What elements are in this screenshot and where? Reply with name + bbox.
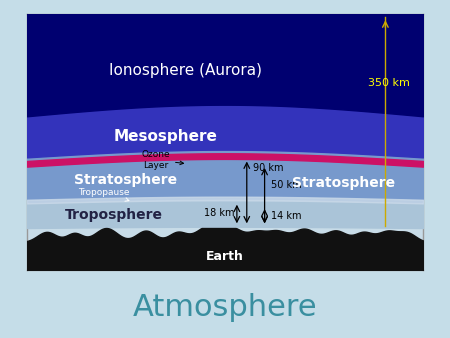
Text: Stratosphere: Stratosphere: [292, 176, 396, 190]
Text: 50 km: 50 km: [270, 180, 301, 190]
Text: Tropopause: Tropopause: [78, 188, 130, 201]
Text: Mesosphere: Mesosphere: [114, 129, 217, 144]
Text: Earth: Earth: [206, 250, 244, 263]
Text: Troposphere: Troposphere: [65, 208, 163, 222]
Text: 18 km: 18 km: [204, 208, 235, 218]
Text: 90 km: 90 km: [253, 163, 283, 172]
Text: Ionosphere (Aurora): Ionosphere (Aurora): [109, 63, 262, 77]
Text: Ozone
Layer: Ozone Layer: [141, 150, 184, 170]
Text: 14 km: 14 km: [270, 211, 301, 221]
Text: Atmosphere: Atmosphere: [133, 293, 317, 322]
Text: Stratosphere: Stratosphere: [74, 173, 178, 188]
Text: 350 km: 350 km: [368, 78, 410, 88]
